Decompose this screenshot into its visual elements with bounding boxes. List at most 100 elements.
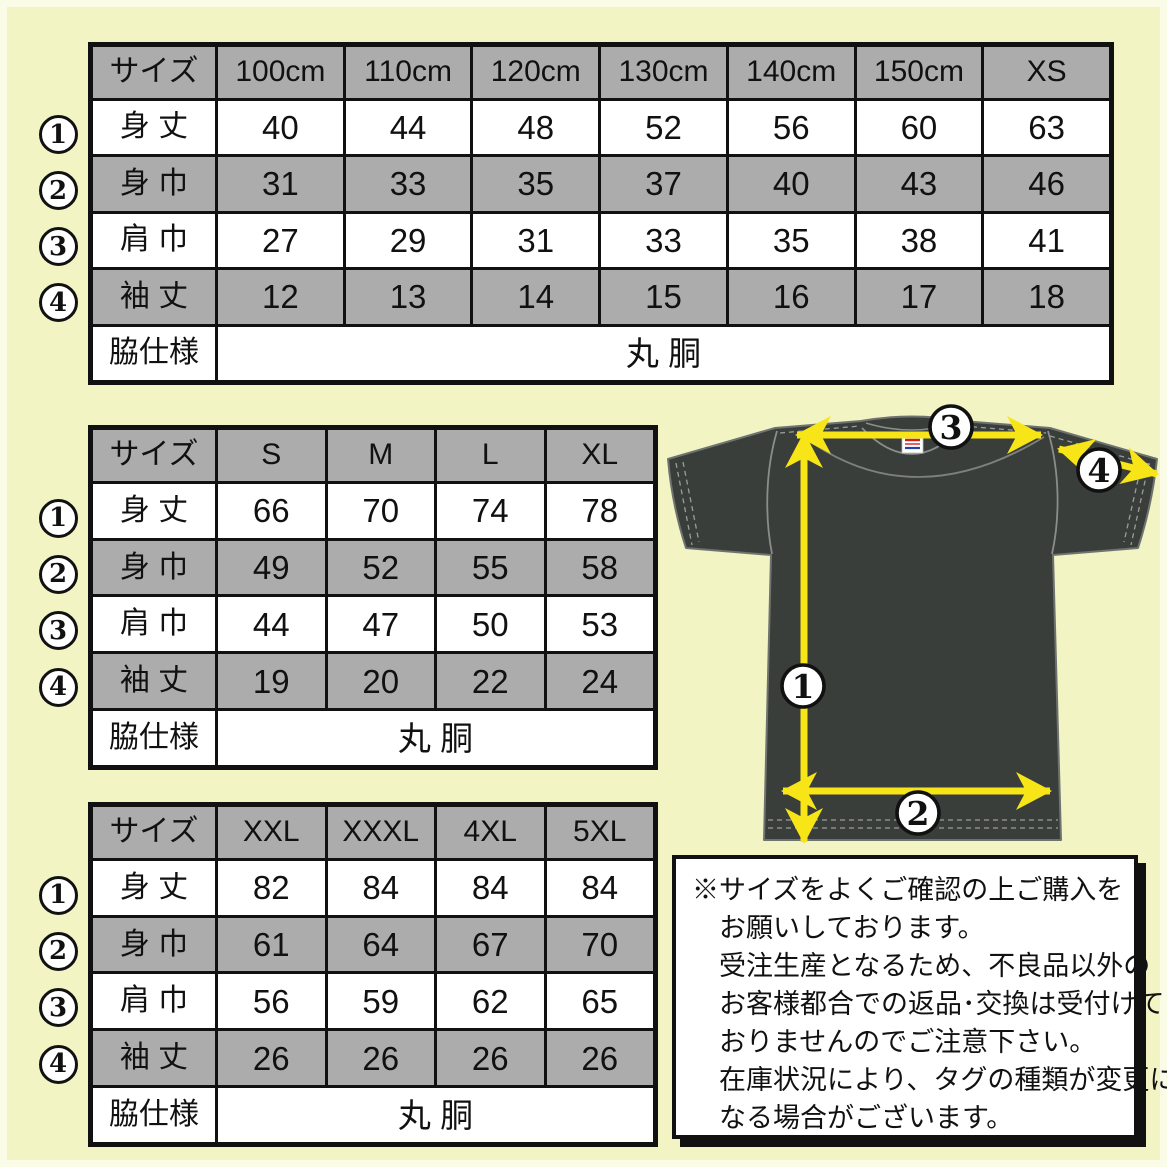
- value-cell: 31: [218, 157, 343, 211]
- row-label-cell: 身 巾: [93, 917, 215, 972]
- value-cell: 49: [218, 540, 325, 595]
- size-column-header: XS: [984, 47, 1109, 98]
- value-cell: 33: [601, 213, 726, 267]
- row-marker-4: 4: [38, 667, 78, 707]
- row-marker-2: 2: [38, 171, 78, 210]
- value-cell: 74: [437, 483, 544, 538]
- value-cell: 14: [473, 270, 599, 324]
- row-marker-1: 1: [38, 498, 78, 538]
- diagram-marker-3: 3: [928, 404, 974, 450]
- value-cell: 82: [218, 860, 325, 915]
- row-marker-3: 3: [38, 988, 78, 1028]
- notice-line: 在庫状況により、タグの種類が変更に: [719, 1065, 1167, 1095]
- value-cell: 84: [327, 860, 434, 915]
- size-header-cell: サイズ: [93, 430, 215, 481]
- value-cell: 55: [437, 540, 544, 595]
- row-label-cell: 袖 丈: [93, 270, 215, 324]
- row-label-cell: 肩 巾: [93, 974, 215, 1029]
- diagram-markers: 1 2 3 4: [780, 404, 1122, 836]
- notice-line: お客様都合での返品･交換は受付けて: [719, 989, 1165, 1019]
- row-label-cell: 袖 丈: [93, 1031, 215, 1086]
- size-table-kids-xs: サイズ 100cm 110cm 120cm 130cm 140cm 150cm XS 身 丈 40…: [38, 42, 1114, 385]
- neck-brand-tag: [901, 435, 924, 454]
- diagram-marker-1: 1: [780, 663, 826, 709]
- value-cell: 33: [345, 157, 471, 211]
- footer-value-cell: 丸 胴: [218, 326, 1109, 380]
- value-cell: 63: [984, 100, 1109, 154]
- value-cell: 53: [546, 597, 653, 652]
- size-column-header: 110cm: [345, 47, 471, 98]
- size-column-header: 5XL: [546, 807, 653, 858]
- value-cell: 24: [546, 654, 653, 709]
- diagram-marker-4: 4: [1076, 447, 1122, 493]
- value-cell: 56: [728, 100, 854, 154]
- value-cell: 17: [856, 270, 982, 324]
- size-column-header: M: [327, 430, 434, 481]
- row-label-cell: 身 丈: [93, 100, 215, 154]
- value-cell: 19: [218, 654, 325, 709]
- size-header-cell: サイズ: [93, 47, 215, 98]
- value-cell: 52: [327, 540, 434, 595]
- value-cell: 65: [546, 974, 653, 1029]
- tshirt-measurement-diagram: 1 2 3 4: [667, 404, 1159, 844]
- size-column-header: 140cm: [728, 47, 854, 98]
- value-cell: 50: [437, 597, 544, 652]
- size-column-header: 130cm: [601, 47, 726, 98]
- row-marker-4: 4: [38, 1044, 78, 1084]
- value-cell: 22: [437, 654, 544, 709]
- row-marker-1: 1: [38, 115, 78, 154]
- value-cell: 38: [856, 213, 982, 267]
- value-cell: 48: [473, 100, 599, 154]
- notice-line: ※サイズをよくご確認の上ご購入を: [692, 875, 1124, 905]
- value-cell: 16: [728, 270, 854, 324]
- value-cell: 56: [218, 974, 325, 1029]
- value-cell: 41: [984, 213, 1109, 267]
- value-cell: 52: [601, 100, 726, 154]
- purchase-notice-box: ※サイズをよくご確認の上ご購入を お願いしております。 受注生産となるため、不良…: [672, 855, 1167, 1139]
- value-cell: 43: [856, 157, 982, 211]
- value-cell: 44: [218, 597, 325, 652]
- value-cell: 44: [345, 100, 471, 154]
- row-label-cell: 身 巾: [93, 540, 215, 595]
- size-column-header: 4XL: [437, 807, 544, 858]
- value-cell: 15: [601, 270, 726, 324]
- row-label-cell: 身 丈: [93, 483, 215, 538]
- value-cell: 70: [546, 917, 653, 972]
- value-cell: 13: [345, 270, 471, 324]
- size-column-header: 100cm: [218, 47, 343, 98]
- value-cell: 35: [728, 213, 854, 267]
- row-label-cell: 袖 丈: [93, 654, 215, 709]
- row-marker-2: 2: [38, 931, 78, 971]
- value-cell: 29: [345, 213, 471, 267]
- value-cell: 47: [327, 597, 434, 652]
- size-column-header: XL: [546, 430, 653, 481]
- notice-line: お願いしております。: [719, 913, 985, 943]
- size-column-header: 150cm: [856, 47, 982, 98]
- size-column-header: XXL: [218, 807, 325, 858]
- value-cell: 78: [546, 483, 653, 538]
- value-cell: 26: [546, 1031, 653, 1086]
- footer-label-cell: 脇仕様: [93, 711, 215, 765]
- value-cell: 64: [327, 917, 434, 972]
- value-cell: 84: [437, 860, 544, 915]
- value-cell: 60: [856, 100, 982, 154]
- row-label-cell: 身 巾: [93, 157, 215, 211]
- svg-text:1: 1: [792, 667, 815, 706]
- svg-text:2: 2: [907, 794, 930, 833]
- value-cell: 70: [327, 483, 434, 538]
- size-table-xxl-5xl: サイズ XXL XXXL 4XL 5XL 身 丈 82 84 84 84 身 巾 61 64 67 70 肩 …: [38, 802, 658, 1147]
- value-cell: 18: [984, 270, 1109, 324]
- value-cell: 26: [437, 1031, 544, 1086]
- size-column-header: S: [218, 430, 325, 481]
- size-column-header: L: [437, 430, 544, 481]
- row-marker-2: 2: [38, 554, 78, 594]
- footer-value-cell: 丸 胴: [218, 711, 653, 765]
- footer-label-cell: 脇仕様: [93, 1088, 215, 1142]
- value-cell: 12: [218, 270, 343, 324]
- row-label-cell: 肩 巾: [93, 213, 215, 267]
- value-cell: 26: [218, 1031, 325, 1086]
- row-marker-1: 1: [38, 875, 78, 915]
- value-cell: 31: [473, 213, 599, 267]
- value-cell: 40: [218, 100, 343, 154]
